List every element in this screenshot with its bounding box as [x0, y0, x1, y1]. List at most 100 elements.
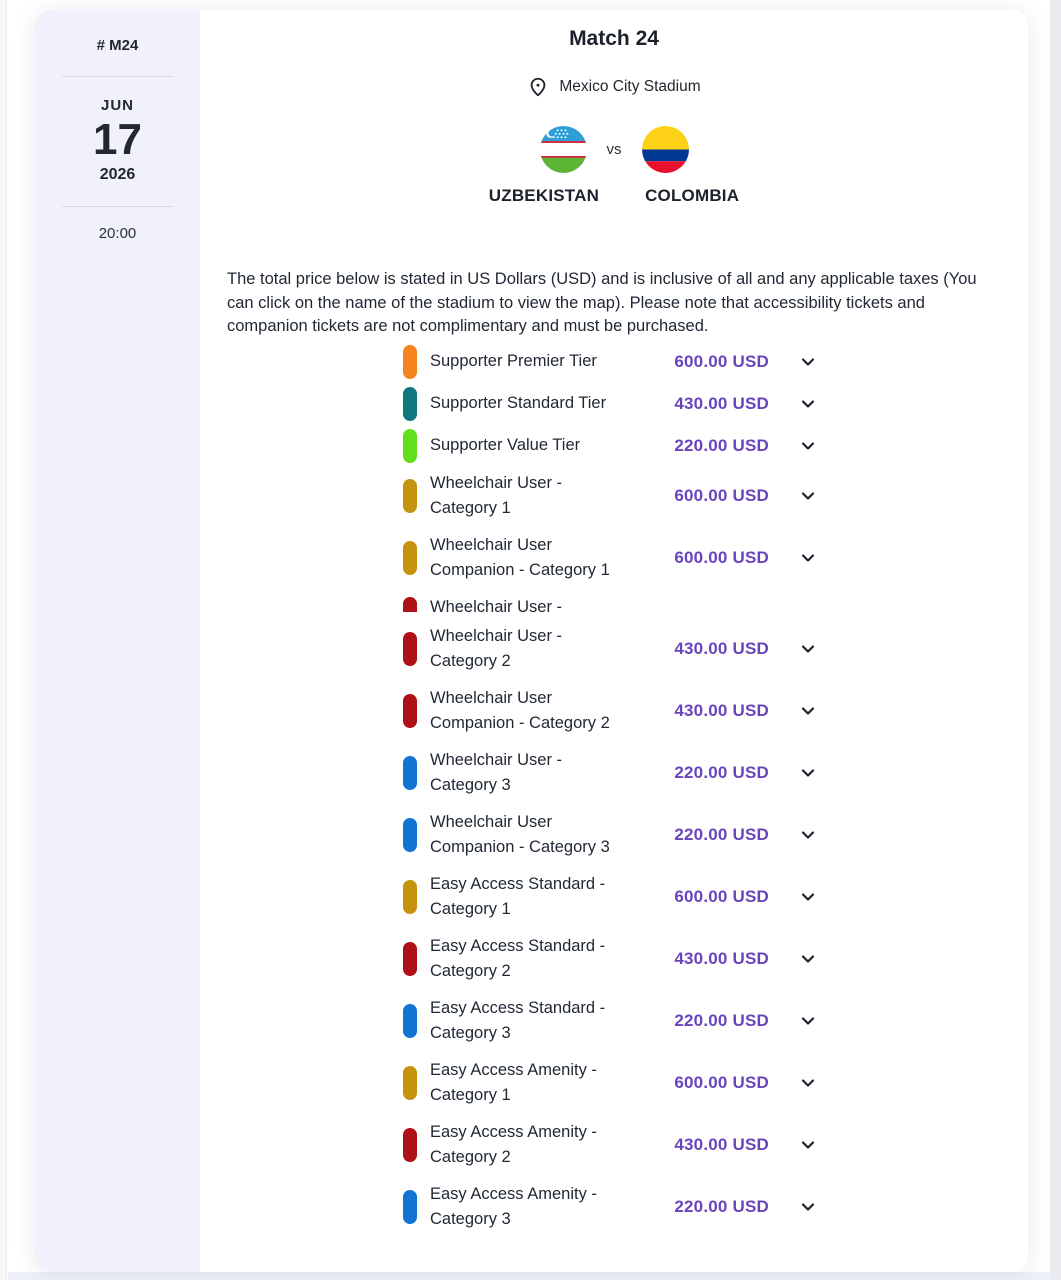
category-color-pill — [403, 941, 417, 976]
ticket-row[interactable]: Easy Access Standard - Category 3 220.00… — [403, 996, 818, 1046]
chevron-down-icon[interactable] — [798, 394, 818, 414]
chevron-down-icon[interactable] — [798, 1197, 818, 1217]
match-details-panel: Match 24 Mexico City Stadium — [200, 10, 1028, 1272]
category-color-pill — [403, 755, 417, 790]
ticket-label: Wheelchair User Companion - Category 1 — [430, 535, 610, 579]
ticket-row[interactable]: Wheelchair User Companion - Category 1 6… — [403, 533, 818, 583]
ticket-label: Easy Access Standard - Category 1 — [430, 874, 606, 918]
category-color-pill — [403, 1189, 417, 1224]
ticket-label: Supporter Value Tier — [430, 436, 581, 454]
venue-row: Mexico City Stadium — [200, 76, 1028, 98]
ticket-row[interactable]: Wheelchair User Companion - Category 3 2… — [403, 810, 818, 860]
category-color-pill — [403, 344, 417, 379]
chevron-down-icon[interactable] — [798, 1011, 818, 1031]
chevron-down-icon[interactable] — [798, 352, 818, 372]
category-color-pill — [403, 693, 417, 728]
chevron-down-icon[interactable] — [798, 763, 818, 783]
sidebar-divider — [61, 76, 174, 77]
ticket-row[interactable]: Supporter Value Tier 220.00 USD — [403, 428, 818, 463]
ticket-row[interactable]: Easy Access Amenity - Category 2 430.00 … — [403, 1120, 818, 1170]
chevron-down-icon[interactable] — [798, 548, 818, 568]
chevron-down-icon[interactable] — [798, 701, 818, 721]
venue-link[interactable]: Mexico City Stadium — [559, 78, 701, 95]
match-time: 20:00 — [98, 225, 137, 243]
ticket-price: 220.00 USD — [674, 435, 769, 455]
ticket-price: 220.00 USD — [674, 762, 769, 782]
ticket-row[interactable]: Supporter Premier Tier 600.00 USD — [403, 344, 818, 379]
team-names-row: UZBEKISTAN COLOMBIA — [200, 186, 1028, 206]
category-color-pill — [403, 540, 417, 575]
category-color-pill — [403, 1065, 417, 1100]
category-color-pill — [403, 1127, 417, 1162]
teams-flags-row: vs — [200, 126, 1028, 173]
ticket-label: Wheelchair User - Category 3 — [430, 750, 563, 794]
chevron-down-icon[interactable] — [798, 1073, 818, 1093]
match-year: 2026 — [99, 166, 136, 184]
price-notice: The total price below is stated in US Do… — [227, 270, 977, 335]
page-right-edge — [1050, 0, 1061, 1280]
ticket-label: Wheelchair User - Category 1 — [430, 473, 563, 517]
page-left-edge — [0, 0, 7, 1280]
sidebar-divider — [61, 206, 174, 208]
chevron-down-icon[interactable] — [798, 949, 818, 969]
ticket-price: 600.00 USD — [674, 547, 769, 567]
ticket-row[interactable]: Easy Access Standard - Category 2 430.00… — [403, 934, 818, 984]
category-color-pill — [403, 817, 417, 852]
ticket-label: Supporter Standard Tier — [430, 394, 607, 412]
ticket-label: Wheelchair User Companion - Category 3 — [430, 812, 610, 856]
ticket-price: 600.00 USD — [674, 485, 769, 505]
category-color-pill — [403, 879, 417, 914]
ticket-list: Supporter Premier Tier 600.00 USD Suppor… — [403, 344, 818, 1232]
ticket-price: 220.00 USD — [674, 824, 769, 844]
ticket-row[interactable]: Wheelchair User - Category 2 430.00 USD — [403, 624, 818, 674]
chevron-down-icon[interactable] — [798, 1135, 818, 1155]
ticket-price: 220.00 USD — [674, 1196, 769, 1216]
category-color-pill — [403, 631, 417, 666]
chevron-down-icon[interactable] — [798, 436, 818, 456]
chevron-down-icon[interactable] — [798, 639, 818, 659]
vs-label: vs — [606, 141, 622, 158]
category-color-pill — [403, 428, 417, 463]
ticket-label: Easy Access Amenity - Category 1 — [430, 1060, 597, 1104]
ticket-label: Wheelchair User - Category 2 — [430, 626, 563, 670]
location-pin-icon — [527, 76, 549, 98]
chevron-down-icon[interactable] — [798, 887, 818, 907]
ticket-row[interactable]: Wheelchair User - Category 3 220.00 USD — [403, 748, 818, 798]
ticket-price: 220.00 USD — [674, 1010, 769, 1030]
page-bottom-edge — [8, 1272, 1050, 1280]
chevron-down-icon[interactable] — [798, 486, 818, 506]
ticket-row[interactable]: Supporter Standard Tier 430.00 USD — [403, 386, 818, 421]
match-day: 17 — [93, 115, 142, 164]
ticket-label: Easy Access Standard - Category 3 — [430, 998, 606, 1042]
uzbekistan-flag — [539, 126, 587, 173]
ticket-row[interactable]: Easy Access Amenity - Category 3 220.00 … — [403, 1182, 818, 1232]
match-date-sidebar: # M24 JUN 17 2026 20:00 — [35, 10, 200, 1272]
ticket-label: Easy Access Amenity - Category 3 — [430, 1184, 597, 1228]
category-color-pill — [403, 478, 417, 513]
team-name-home: UZBEKISTAN — [488, 186, 600, 205]
match-title: Match 24 — [569, 27, 659, 50]
ticket-price: 600.00 USD — [674, 1072, 769, 1092]
ticket-price: 430.00 USD — [674, 393, 769, 413]
ticket-row: Wheelchair User - — [403, 595, 818, 612]
chevron-down-icon[interactable] — [798, 825, 818, 845]
ticket-price: 430.00 USD — [674, 1134, 769, 1154]
ticket-row[interactable]: Wheelchair User - Category 1 600.00 USD — [403, 471, 818, 521]
ticket-label: Wheelchair User Companion - Category 2 — [430, 688, 610, 732]
ticket-price: 600.00 USD — [674, 351, 769, 371]
ticket-price: 430.00 USD — [674, 638, 769, 658]
ticket-price: 430.00 USD — [674, 700, 769, 720]
match-number: # M24 — [96, 37, 139, 54]
ticket-price: 430.00 USD — [674, 948, 769, 968]
team-name-away: COLOMBIA — [645, 186, 740, 205]
ticket-label: Wheelchair User - — [430, 597, 563, 612]
ticket-label: Supporter Premier Tier — [430, 352, 597, 370]
match-month: JUN — [100, 97, 134, 114]
match-ticket-modal: # M24 JUN 17 2026 20:00 Match 24 Mexico … — [35, 10, 1028, 1272]
ticket-price: 600.00 USD — [674, 886, 769, 906]
ticket-row[interactable]: Easy Access Standard - Category 1 600.00… — [403, 872, 818, 922]
ticket-label: Easy Access Standard - Category 2 — [430, 936, 606, 980]
ticket-label: Easy Access Amenity - Category 2 — [430, 1122, 597, 1166]
ticket-row[interactable]: Wheelchair User Companion - Category 2 4… — [403, 686, 818, 736]
ticket-row[interactable]: Easy Access Amenity - Category 1 600.00 … — [403, 1058, 818, 1108]
